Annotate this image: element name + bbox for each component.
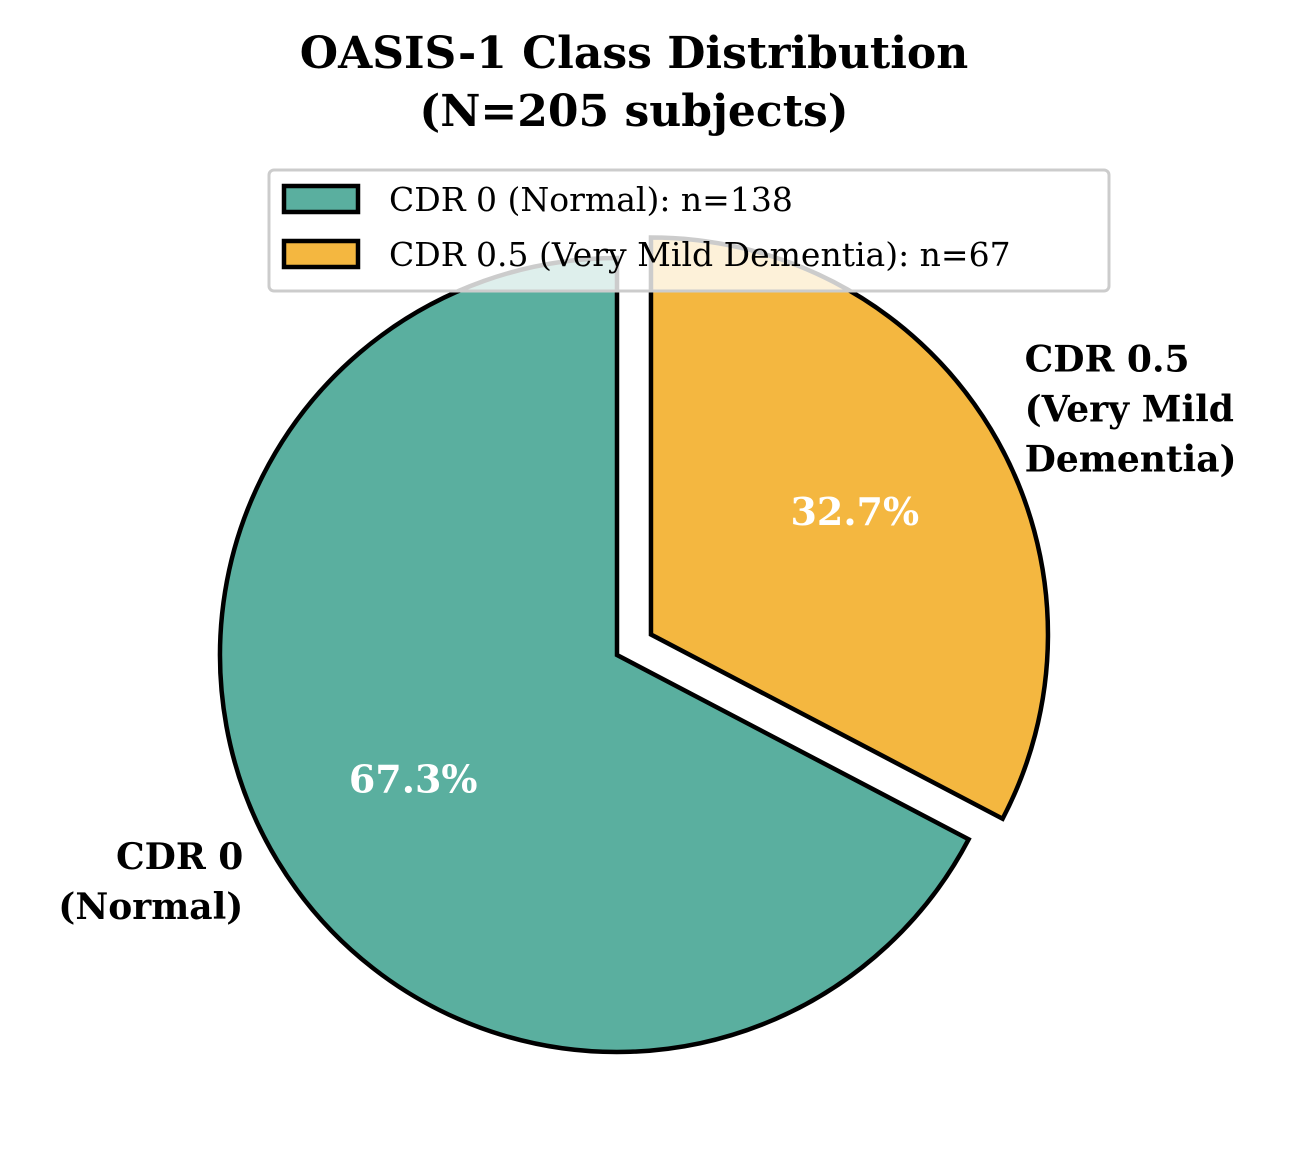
legend: CDR 0 (Normal): n=138 CDR 0.5 (Very Mild …	[267, 168, 1111, 293]
legend-swatch-0	[281, 238, 361, 270]
chart-subtitle: (N=205 subjects)	[419, 86, 848, 137]
legend-swatch-1	[281, 183, 361, 215]
chart-title: OASIS-1 Class Distribution	[300, 28, 969, 79]
slice-label-0: CDR 0.5	[1025, 338, 1190, 380]
legend-entry-0: CDR 0.5 (Very Mild Dementia): n=67	[389, 235, 1011, 274]
slice-label-0: Dementia)	[1025, 438, 1237, 480]
legend-entry-1: CDR 0 (Normal): n=138	[389, 180, 793, 219]
slice-label-1: (Normal)	[58, 886, 243, 928]
legend-frame	[267, 168, 1111, 293]
percent-label-0: 32.7%	[790, 489, 919, 534]
slice-label-0: (Very Mild	[1025, 388, 1234, 430]
slice-label-1: CDR 0	[116, 836, 243, 878]
pie-slice-1	[217, 255, 972, 1055]
percent-label-1: 67.3%	[349, 756, 478, 801]
